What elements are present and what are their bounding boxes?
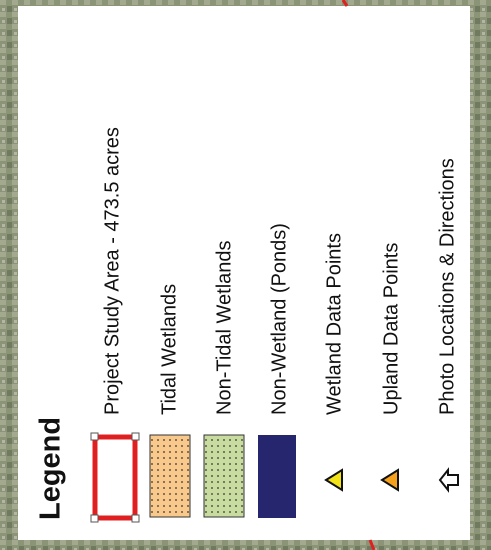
legend-label: Project Study Area - 473.5 acres bbox=[101, 127, 123, 415]
legend-title: Legend bbox=[35, 417, 67, 520]
study-area-symbol bbox=[95, 437, 135, 518]
tidal-pattern bbox=[150, 435, 190, 517]
legend-label: Tidal Wetlands bbox=[158, 284, 180, 415]
legend-label: Non-Wetland (Ponds) bbox=[268, 223, 290, 415]
legend-label: Photo Locations & Directions bbox=[436, 158, 458, 415]
non-tidal-pattern bbox=[204, 435, 244, 517]
legend-label: Wetland Data Points bbox=[323, 233, 345, 415]
map-legend: Legend Project Study Area - 473.5 acres … bbox=[0, 0, 491, 550]
legend-label: Upland Data Points bbox=[380, 243, 402, 415]
ponds-symbol bbox=[258, 435, 296, 518]
legend-label: Non-Tidal Wetlands bbox=[213, 240, 235, 415]
